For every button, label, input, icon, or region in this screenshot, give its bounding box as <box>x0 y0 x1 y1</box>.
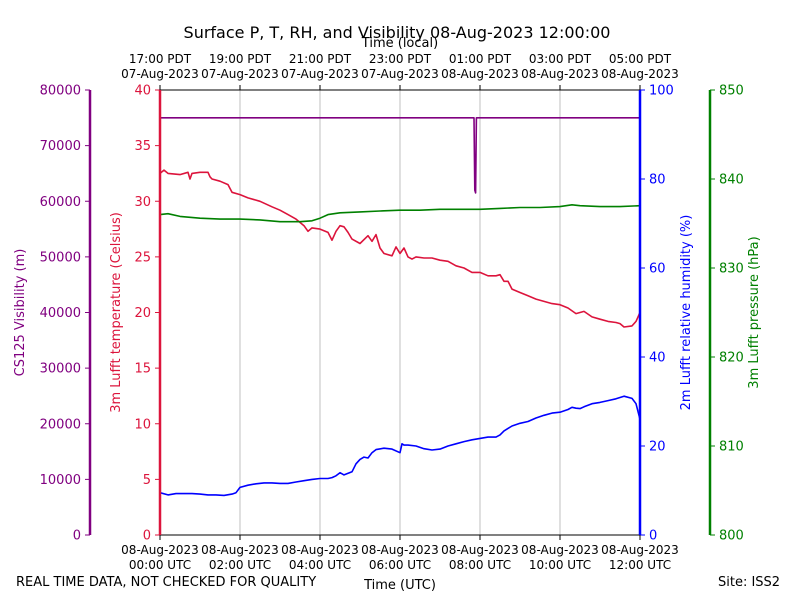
x-tick-label: 08-Aug-2023 <box>121 543 199 557</box>
humidity-tick-label: 0 <box>649 529 657 544</box>
x-tick-label: 08-Aug-2023 <box>281 543 359 557</box>
temperature-tick-label: 5 <box>143 473 151 488</box>
temperature-axis-label: 3m Lufft temperature (Celsius) <box>109 212 124 413</box>
grid-lines <box>239 90 561 535</box>
x-tick-label: 08-Aug-2023 <box>601 543 679 557</box>
visibility-axis-label: CS125 Visibility (m) <box>13 249 28 377</box>
top-tick-label: 17:00 PDT <box>129 52 192 66</box>
visibility-tick-label: 10000 <box>40 473 81 488</box>
top-tick-label: 08-Aug-2023 <box>601 67 679 81</box>
pressure-tick-label: 820 <box>719 351 744 366</box>
top-tick-label: 07-Aug-2023 <box>201 67 279 81</box>
temperature-tick-label: 0 <box>143 529 151 544</box>
temperature-tick-label: 35 <box>134 139 151 154</box>
series-pressure <box>159 204 641 223</box>
top-tick-label: 07-Aug-2023 <box>121 67 199 81</box>
series-visibility <box>160 117 640 194</box>
humidity-tick-label: 40 <box>649 351 666 366</box>
pressure-tick-label: 800 <box>719 529 744 544</box>
top-tick-label: 01:00 PDT <box>449 52 512 66</box>
top-axis-label: Time (local) <box>361 36 438 51</box>
x-tick-label: 08-Aug-2023 <box>361 543 439 557</box>
pressure-tick-label: 830 <box>719 262 744 277</box>
temperature-tick-label: 25 <box>134 250 151 265</box>
humidity-tick-label: 100 <box>649 84 674 99</box>
humidity-tick-label: 20 <box>649 440 666 455</box>
visibility-tick-label: 20000 <box>40 417 81 432</box>
visibility-tick-label: 70000 <box>40 139 81 154</box>
x-tick-label: 02:00 UTC <box>209 558 271 572</box>
humidity-tick-label: 60 <box>649 262 666 277</box>
x-tick-label: 12:00 UTC <box>609 558 671 572</box>
top-tick-label: 21:00 PDT <box>289 52 352 66</box>
visibility-tick-label: 60000 <box>40 195 81 210</box>
quality-note: REAL TIME DATA, NOT CHECKED FOR QUALITY <box>16 575 317 590</box>
top-tick-label: 08-Aug-2023 <box>521 67 599 81</box>
x-tick-label: 04:00 UTC <box>289 558 351 572</box>
pressure-tick-label: 850 <box>719 84 744 99</box>
series-layer <box>159 117 641 497</box>
visibility-tick-label: 80000 <box>40 84 81 99</box>
x-axis-label: Time (UTC) <box>363 578 436 593</box>
text-layer: 0100002000030000400005000060000700008000… <box>13 23 762 593</box>
top-tick-label: 05:00 PDT <box>609 52 672 66</box>
top-tick-label: 19:00 PDT <box>209 52 272 66</box>
x-tick-label: 10:00 UTC <box>529 558 591 572</box>
visibility-tick-label: 50000 <box>40 250 81 265</box>
chart-title: Surface P, T, RH, and Visibility 08-Aug-… <box>184 23 611 42</box>
visibility-tick-label: 40000 <box>40 306 81 321</box>
series-relative-humidity <box>159 395 641 497</box>
temperature-tick-label: 20 <box>134 306 151 321</box>
humidity-tick-label: 80 <box>649 173 666 188</box>
x-tick-label: 08-Aug-2023 <box>521 543 599 557</box>
x-tick-label: 08-Aug-2023 <box>201 543 279 557</box>
x-tick-label: 00:00 UTC <box>129 558 191 572</box>
pressure-tick-label: 810 <box>719 440 744 455</box>
axes-layer <box>85 85 715 540</box>
visibility-tick-label: 30000 <box>40 362 81 377</box>
top-tick-label: 03:00 PDT <box>529 52 592 66</box>
series-temperature <box>159 169 641 328</box>
top-tick-label: 07-Aug-2023 <box>281 67 359 81</box>
x-tick-label: 08:00 UTC <box>449 558 511 572</box>
x-tick-label: 08-Aug-2023 <box>441 543 519 557</box>
temperature-tick-label: 15 <box>134 362 151 377</box>
temperature-tick-label: 40 <box>134 84 151 99</box>
pressure-axis-label: 3m Lufft pressure (hPa) <box>747 236 762 388</box>
top-tick-label: 08-Aug-2023 <box>441 67 519 81</box>
temperature-tick-label: 10 <box>134 417 151 432</box>
site-label: Site: ISS2 <box>718 575 781 590</box>
temperature-tick-label: 30 <box>134 195 151 210</box>
x-tick-label: 06:00 UTC <box>369 558 431 572</box>
top-tick-label: 07-Aug-2023 <box>361 67 439 81</box>
visibility-tick-label: 0 <box>73 529 81 544</box>
top-tick-label: 23:00 PDT <box>369 52 432 66</box>
pressure-tick-label: 840 <box>719 173 744 188</box>
humidity-axis-label: 2m Lufft relative humidity (%) <box>679 215 694 411</box>
